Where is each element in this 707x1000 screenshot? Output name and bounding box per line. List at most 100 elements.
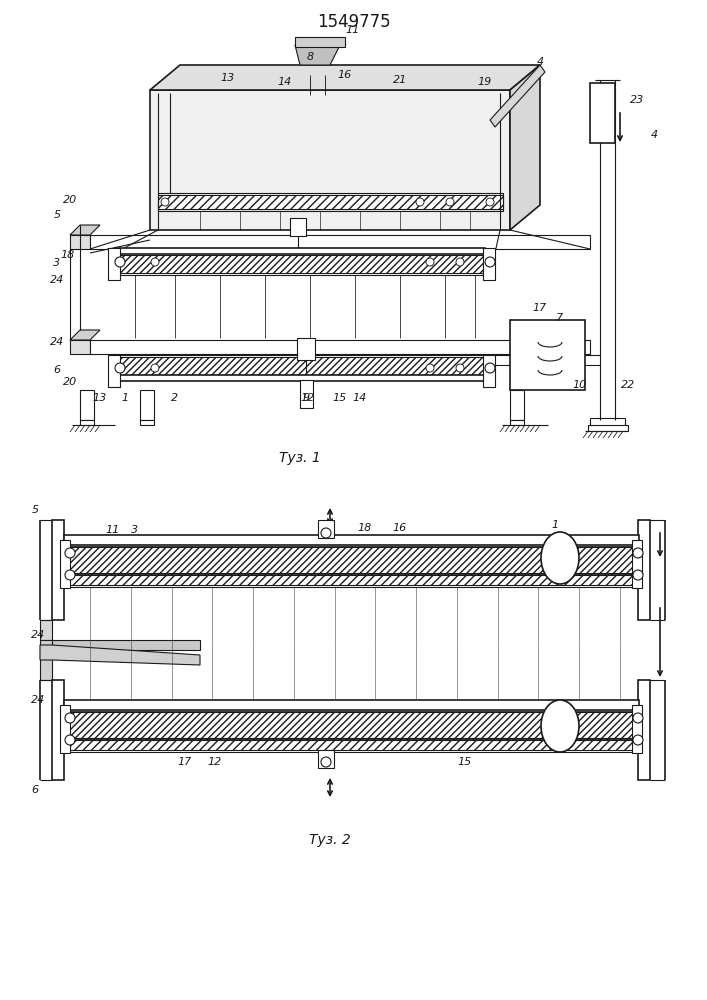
Circle shape [633, 735, 643, 745]
Polygon shape [70, 330, 100, 340]
Circle shape [633, 713, 643, 723]
Bar [590, 83, 615, 143]
Bar [52, 680, 64, 780]
Text: 23: 23 [630, 95, 644, 105]
Circle shape [65, 713, 75, 723]
Polygon shape [70, 340, 90, 354]
Bar [90, 235, 590, 249]
Bar [64, 535, 639, 547]
Circle shape [151, 364, 159, 372]
Bar [64, 700, 639, 712]
Text: 1: 1 [122, 393, 129, 403]
Polygon shape [40, 640, 52, 680]
Text: 7: 7 [556, 313, 563, 323]
Bar [60, 705, 70, 753]
Bar [80, 390, 94, 420]
Circle shape [416, 198, 424, 206]
Bar [64, 712, 639, 740]
Circle shape [426, 258, 434, 266]
Circle shape [456, 258, 464, 266]
Bar [108, 248, 120, 280]
Ellipse shape [541, 532, 579, 584]
Circle shape [115, 363, 125, 373]
Text: 8: 8 [306, 52, 314, 62]
Polygon shape [70, 235, 90, 249]
Text: 18: 18 [358, 523, 372, 533]
Text: 21: 21 [393, 75, 407, 85]
Polygon shape [295, 45, 340, 65]
Text: 3: 3 [54, 258, 61, 268]
Text: 13: 13 [221, 73, 235, 83]
Text: Τуз. 1: Τуз. 1 [279, 451, 321, 465]
Text: 11: 11 [106, 525, 120, 535]
Circle shape [446, 198, 454, 206]
Text: 12: 12 [301, 393, 315, 403]
Polygon shape [40, 645, 200, 665]
Text: 1549775: 1549775 [317, 13, 391, 31]
Bar [64, 573, 639, 587]
Bar [318, 520, 334, 538]
Polygon shape [52, 640, 200, 650]
Text: 3: 3 [132, 525, 139, 535]
Bar [80, 420, 94, 425]
Text: 20: 20 [63, 195, 77, 205]
Text: 4: 4 [537, 57, 544, 67]
Circle shape [65, 548, 75, 558]
Bar [64, 575, 639, 585]
Circle shape [321, 757, 331, 767]
Text: 12: 12 [208, 757, 222, 767]
Text: 6: 6 [31, 785, 39, 795]
Circle shape [486, 198, 494, 206]
Circle shape [151, 258, 159, 266]
Text: 24: 24 [31, 630, 45, 640]
Text: 13: 13 [93, 393, 107, 403]
Polygon shape [150, 65, 540, 90]
Bar [115, 253, 485, 275]
Bar [60, 540, 70, 588]
Bar [64, 710, 639, 740]
Text: 17: 17 [178, 757, 192, 767]
Circle shape [426, 364, 434, 372]
Circle shape [456, 364, 464, 372]
Bar [115, 357, 485, 375]
Circle shape [161, 198, 169, 206]
Bar [638, 520, 650, 620]
Text: 5: 5 [54, 210, 61, 220]
Text: 24: 24 [50, 337, 64, 347]
Bar [483, 355, 495, 387]
Text: 15: 15 [333, 393, 347, 403]
Bar [290, 218, 306, 236]
Bar [638, 680, 650, 780]
Bar [115, 255, 485, 273]
Text: 9: 9 [303, 393, 310, 403]
Text: 24: 24 [50, 275, 64, 285]
Circle shape [321, 528, 331, 538]
Text: 20: 20 [63, 377, 77, 387]
Bar [295, 37, 345, 47]
Bar [115, 248, 485, 254]
Text: 16: 16 [393, 523, 407, 533]
Bar [588, 425, 628, 431]
Text: 14: 14 [353, 393, 367, 403]
Bar [150, 90, 510, 230]
Bar [318, 750, 334, 768]
Text: 1: 1 [551, 520, 559, 530]
Text: 6: 6 [54, 365, 61, 375]
Text: 17: 17 [533, 303, 547, 313]
Text: 22: 22 [621, 380, 635, 390]
Text: Τуз. 2: Τуз. 2 [309, 833, 351, 847]
Bar [510, 320, 585, 390]
Bar [158, 195, 503, 209]
Bar [297, 338, 315, 360]
Polygon shape [510, 65, 540, 230]
Circle shape [633, 570, 643, 580]
Bar [64, 547, 639, 575]
Text: 24: 24 [31, 695, 45, 705]
Bar [632, 540, 642, 588]
Bar [510, 390, 524, 420]
Bar [140, 420, 154, 425]
Bar [90, 340, 590, 354]
Polygon shape [70, 225, 100, 235]
Bar [52, 520, 64, 620]
Circle shape [485, 257, 495, 267]
